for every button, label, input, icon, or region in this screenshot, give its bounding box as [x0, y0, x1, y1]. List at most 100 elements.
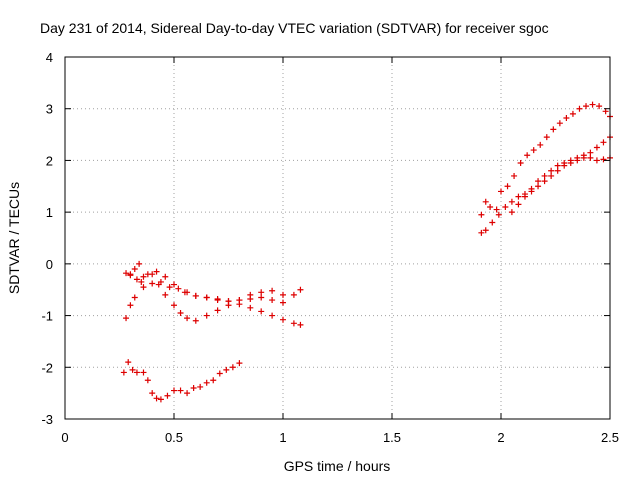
data-point — [487, 203, 494, 210]
data-point — [550, 126, 557, 133]
y-tick-labels: -3 -2 -1 0 1 2 3 4 — [41, 50, 53, 427]
data-point — [548, 172, 555, 179]
y-tick-label: -2 — [41, 360, 53, 375]
series-late-middle-arc — [508, 134, 613, 216]
data-point — [129, 366, 136, 373]
data-point — [297, 286, 304, 293]
grid-lines — [65, 57, 610, 419]
data-point — [269, 312, 276, 319]
y-tick-label: 3 — [46, 102, 53, 117]
data-point — [236, 297, 243, 304]
data-point — [587, 149, 594, 156]
data-point — [133, 369, 140, 376]
x-tick-labels: 0 0.5 1 1.5 2 2.5 — [61, 430, 619, 445]
data-point — [247, 304, 254, 311]
data-point — [192, 317, 199, 324]
data-point — [589, 101, 596, 108]
data-point — [214, 307, 221, 314]
data-point — [140, 273, 147, 280]
data-point — [535, 178, 542, 185]
data-point — [593, 144, 600, 151]
data-point — [177, 309, 184, 316]
data-point — [600, 156, 607, 163]
data-point — [482, 198, 489, 205]
data-point — [587, 154, 594, 161]
data-point — [258, 308, 265, 315]
data-point — [290, 320, 297, 327]
data-point — [155, 281, 162, 288]
data-point — [583, 103, 590, 110]
data-point — [478, 229, 485, 236]
data-point — [504, 183, 511, 190]
data-point — [210, 377, 217, 384]
data-point — [561, 162, 568, 169]
data-point — [269, 297, 276, 304]
data-point — [223, 366, 230, 373]
data-point — [153, 395, 160, 402]
data-point — [493, 206, 500, 213]
data-point — [489, 219, 496, 226]
data-point — [290, 291, 297, 298]
data-point — [515, 201, 522, 208]
data-point — [524, 152, 531, 159]
chart-title: Day 231 of 2014, Sidereal Day-to-day VTE… — [40, 20, 549, 36]
data-point — [602, 108, 609, 115]
data-point — [247, 291, 254, 298]
data-point — [535, 183, 542, 190]
data-point — [133, 276, 140, 283]
data-point — [515, 193, 522, 200]
data-point — [197, 383, 204, 390]
data-point — [576, 105, 583, 112]
data-point — [203, 379, 210, 386]
data-point — [498, 188, 504, 195]
y-tick-label: 0 — [46, 257, 53, 272]
x-tick-label: 1 — [279, 430, 286, 445]
data-point — [297, 321, 304, 328]
data-point — [543, 134, 550, 141]
series-early-lower-arc — [120, 359, 243, 403]
y-axis-label: SDTVAR / TECUs — [6, 182, 22, 294]
data-point — [541, 178, 548, 185]
x-tick-label: 0.5 — [165, 430, 183, 445]
data-point — [580, 154, 587, 161]
data-point — [120, 369, 127, 376]
data-point — [596, 103, 603, 110]
data-point — [138, 278, 145, 285]
data-point — [556, 120, 563, 127]
data-point — [567, 160, 574, 167]
data-point — [153, 268, 160, 275]
data-point — [530, 147, 537, 154]
series-early-loop — [123, 280, 286, 324]
data-point — [162, 273, 169, 280]
x-tick-label: 0 — [61, 430, 68, 445]
data-point — [164, 392, 171, 399]
data-point — [511, 172, 518, 179]
y-tick-label: 4 — [46, 50, 53, 65]
data-point — [482, 227, 489, 234]
data-point — [171, 387, 177, 394]
axis-ticks — [64, 56, 611, 420]
data-point — [184, 390, 191, 397]
data-point — [166, 284, 173, 291]
data-point — [478, 211, 485, 218]
data-point — [140, 284, 147, 291]
data-point — [495, 211, 502, 218]
data-point — [521, 193, 528, 200]
data-point — [131, 294, 138, 301]
data-point — [162, 291, 169, 298]
data-point — [537, 141, 544, 148]
data-point — [563, 115, 570, 122]
x-tick-label: 2.5 — [601, 430, 619, 445]
y-tick-label: -1 — [41, 309, 53, 324]
data-point — [508, 198, 515, 205]
plot-frame — [64, 56, 611, 420]
y-tick-label: -3 — [41, 412, 53, 427]
data-point — [574, 157, 581, 164]
data-point — [593, 157, 600, 164]
data-point — [569, 110, 576, 117]
data-point — [149, 280, 156, 287]
data-point — [177, 387, 184, 394]
data-point — [280, 316, 286, 323]
data-point — [528, 188, 535, 195]
data-point — [125, 359, 132, 366]
